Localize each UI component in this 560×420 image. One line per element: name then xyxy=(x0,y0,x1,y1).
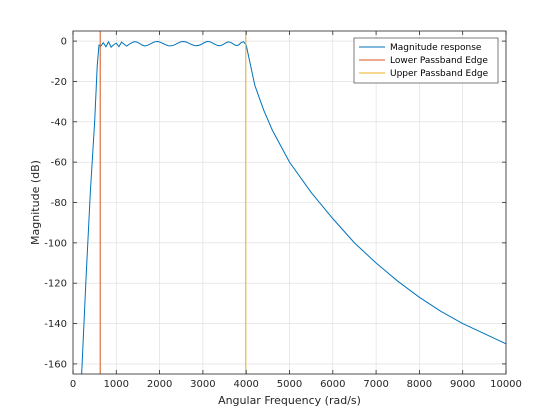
x-tick-label: 6000 xyxy=(320,379,345,390)
x-tick-label: 4000 xyxy=(233,379,258,390)
x-tick-label: 9000 xyxy=(450,379,475,390)
y-tick-label: -160 xyxy=(44,359,67,370)
legend: Magnitude response Lower Passband Edge Upp… xyxy=(353,37,499,84)
y-tick-label: -40 xyxy=(51,117,67,128)
y-tick-label: -140 xyxy=(44,319,67,330)
legend-entry-label: Magnitude response xyxy=(390,43,482,53)
x-tick-label: 2000 xyxy=(147,379,172,390)
x-tick-label: 7000 xyxy=(363,379,388,390)
y-tick-label: -120 xyxy=(44,279,67,290)
y-tick-label: -100 xyxy=(44,238,67,249)
x-tick-label: 1000 xyxy=(104,379,129,390)
y-tick-label: -60 xyxy=(51,158,67,169)
series-layer xyxy=(81,31,506,374)
x-tick-label: 3000 xyxy=(190,379,215,390)
y-tick-label: 0 xyxy=(61,37,67,48)
x-tick-label: 8000 xyxy=(407,379,432,390)
ticks: 0 1000 2000 3000 4000 5000 6000 7000 8000 9000 100… xyxy=(44,31,522,390)
y-axis-label: Magnitude (dB) xyxy=(29,160,42,245)
series-magnitude-response-line xyxy=(81,40,506,374)
x-tick-label: 5000 xyxy=(277,379,302,390)
legend-entry-label: Upper Passband Edge xyxy=(390,69,489,79)
y-tick-label: -80 xyxy=(51,198,67,209)
x-axis-label: Angular Frequency (rad/s) xyxy=(218,394,361,407)
y-tick-label: -20 xyxy=(51,77,67,88)
legend-entry-label: Lower Passband Edge xyxy=(390,56,488,66)
x-tick-label: 10000 xyxy=(490,379,522,390)
x-tick-label: 0 xyxy=(70,379,76,390)
